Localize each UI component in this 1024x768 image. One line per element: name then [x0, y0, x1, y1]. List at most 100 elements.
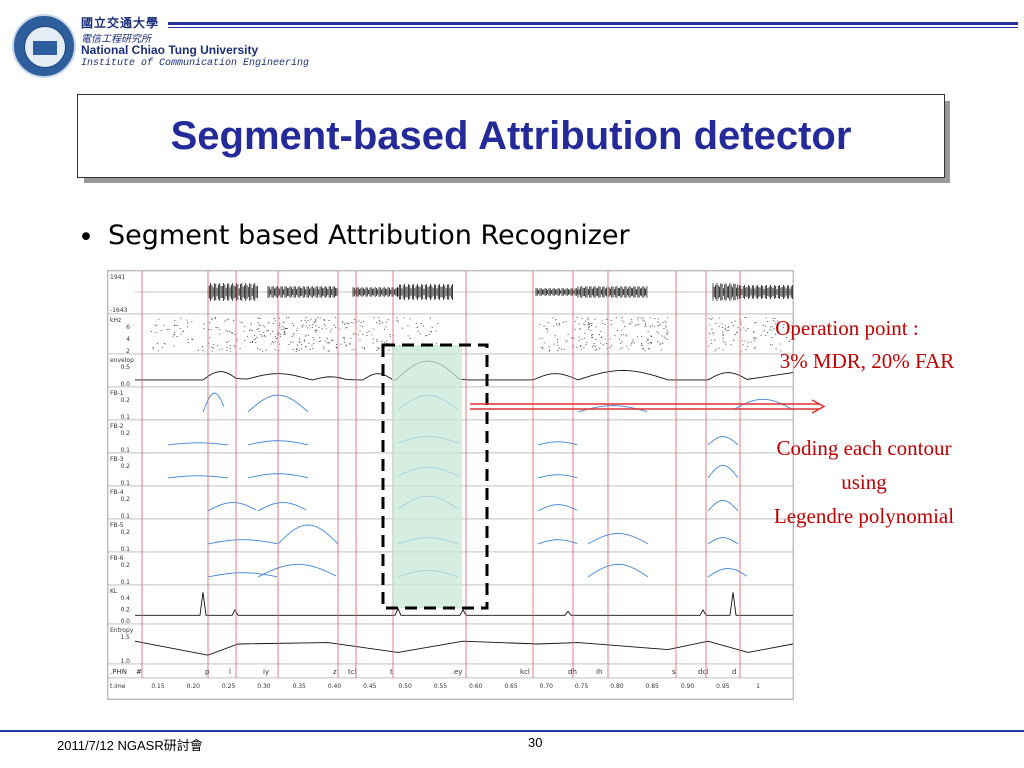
- red-arrow: [470, 399, 826, 414]
- time-tick: 0.65: [504, 683, 518, 690]
- phoneme-l: l: [229, 668, 231, 676]
- phoneme-tcl: tcl: [348, 668, 357, 676]
- header-rule-thick: [168, 22, 1018, 25]
- phoneme-d: d: [732, 668, 736, 676]
- time-tick: 0.60: [469, 683, 483, 690]
- phoneme-t: t: [390, 668, 393, 676]
- panel-label-khz: kHz: [110, 317, 121, 324]
- panel-tick-fb-3: 0.2: [120, 463, 130, 470]
- phoneme-ih: ih: [596, 668, 602, 676]
- time-tick: 0.35: [293, 683, 307, 690]
- panel-label-envelop: envelop: [110, 357, 134, 364]
- highlight-overlay: [381, 343, 489, 610]
- panel-tick-khz: 2: [126, 348, 130, 355]
- phoneme-p: p: [205, 668, 210, 676]
- fb3-contour-0: [167, 475, 229, 479]
- time-tick: 0.50: [398, 683, 412, 690]
- fb5-contour-1: [277, 524, 339, 545]
- bullet-text: Segment based Attribution Recognizer: [108, 220, 630, 251]
- institute-name-chinese: 電信工程研究所: [81, 34, 151, 45]
- phoneme-dcl: dcl: [698, 668, 708, 676]
- institute-name-english: Institute of Communication Engineering: [81, 58, 310, 69]
- fb3-contour-3: [537, 474, 578, 479]
- fb5-contour-3: [537, 539, 578, 545]
- time-tick: 0.15: [151, 683, 165, 690]
- time-tick: 0.70: [540, 683, 554, 690]
- logo-building-icon: [33, 41, 57, 55]
- panel-tick-fb-1: 0.1: [120, 414, 130, 421]
- phoneme-ey: ey: [454, 668, 462, 676]
- panel-tick-khz: 6: [126, 324, 130, 331]
- panel-label-fb-2: FB-2: [110, 423, 124, 430]
- time-tick: 0.75: [575, 683, 589, 690]
- footer-date: 2011/7/12 NGASR研討會: [57, 738, 203, 753]
- panel-tick-fb-4: 0.2: [120, 496, 130, 503]
- panel-tick-kl: 0.4: [120, 595, 130, 602]
- fb6-contour-4: [707, 568, 748, 578]
- phoneme-row: [107, 663, 794, 679]
- phoneme-#: #: [136, 668, 142, 676]
- segment-figure: 1941 -1643 kHz 6 4 2 envelop 0.5 0.0 FB-1 0.2 0.1 FB…: [107, 270, 794, 700]
- fb4-contour-3: [537, 504, 578, 512]
- phoneme-row-label: .PHN: [110, 668, 127, 676]
- phoneme-kcl: kcl: [520, 668, 530, 676]
- panel-tick-kl: 0.0: [120, 618, 130, 625]
- time-tick: 0.85: [646, 683, 660, 690]
- fb6-contour-0: [207, 572, 278, 578]
- kl-trace: [135, 592, 793, 616]
- panel-label-fb-5: FB-5: [110, 522, 124, 529]
- time-row-label: t.ime: [110, 683, 126, 690]
- panel-tick-entropy: 1.5: [120, 634, 130, 641]
- fb1-contour-0: [202, 392, 225, 413]
- entropy-trace: [134, 640, 794, 656]
- fb4-contour-4: [707, 499, 739, 512]
- fb4-contour-1: [257, 502, 307, 512]
- logo-emblem: [24, 26, 66, 68]
- panel-tick-khz: 4: [126, 336, 130, 343]
- bullet-dot: •: [78, 222, 94, 253]
- annotation-op-line2: 3% MDR, 20% FAR: [779, 349, 955, 373]
- phoneme-s: s: [672, 668, 676, 676]
- panel-tick-fb-6: 0.2: [120, 562, 130, 569]
- fb2-contour-3: [537, 441, 578, 446]
- panel-label-fb-6: FB-6: [110, 555, 124, 562]
- fb5-contour-0: [207, 539, 278, 545]
- time-tick: 0.95: [716, 683, 730, 690]
- fb6-contour-1: [257, 563, 337, 578]
- time-tick: 0.90: [681, 683, 695, 690]
- title-box: Segment-based Attribution detector: [77, 94, 945, 178]
- panel-tick-envelop: 0.0: [120, 381, 130, 388]
- panel-tick-fb-3: 0.1: [120, 480, 130, 487]
- panel-tick-fb-1: 0.2: [120, 397, 130, 404]
- panel-label-kl: KL: [110, 588, 118, 595]
- time-tick: 0.80: [610, 683, 624, 690]
- time-tick: 0.40: [328, 683, 342, 690]
- time-tick: 0.30: [257, 683, 271, 690]
- dashed-selection-box: [381, 343, 489, 610]
- header-rule-thin: [168, 27, 1018, 28]
- panel-tick-fb-5: 0.2: [120, 529, 130, 536]
- university-logo: [12, 14, 76, 78]
- phoneme-iy: iy: [263, 668, 269, 676]
- time-tick: 0.45: [363, 683, 377, 690]
- panel-label-fb-1: FB-1: [110, 390, 124, 397]
- annotation-coding-line1: Coding each contour: [776, 436, 952, 460]
- panel-label-fb-4: FB-4: [110, 489, 124, 496]
- fb2-contour-0: [167, 442, 229, 446]
- fb4-contour-0: [207, 502, 257, 512]
- panel-tick-fb-2: 0.1: [120, 447, 130, 454]
- time-tick: 1: [756, 683, 760, 690]
- time-tick: 0.25: [222, 683, 236, 690]
- fb2-contour-4: [707, 436, 739, 446]
- panel-tick-envelop: 0.5: [120, 364, 130, 371]
- fb5-contour-4: [587, 532, 649, 545]
- waveform-max-label: 1941: [110, 274, 125, 281]
- panel-tick-entropy: 1.0: [120, 658, 130, 665]
- university-name-chinese: 國立交通大學: [81, 16, 160, 30]
- panel-tick-fb-6: 0.1: [120, 579, 130, 586]
- panel-tick-fb-2: 0.2: [120, 430, 130, 437]
- annotation-coding-line3: Legendre polynomial: [773, 504, 955, 528]
- panel-label-entropy: Entropy: [110, 627, 134, 634]
- time-tick: 0.55: [434, 683, 448, 690]
- annotation-coding-line2: using: [841, 470, 887, 494]
